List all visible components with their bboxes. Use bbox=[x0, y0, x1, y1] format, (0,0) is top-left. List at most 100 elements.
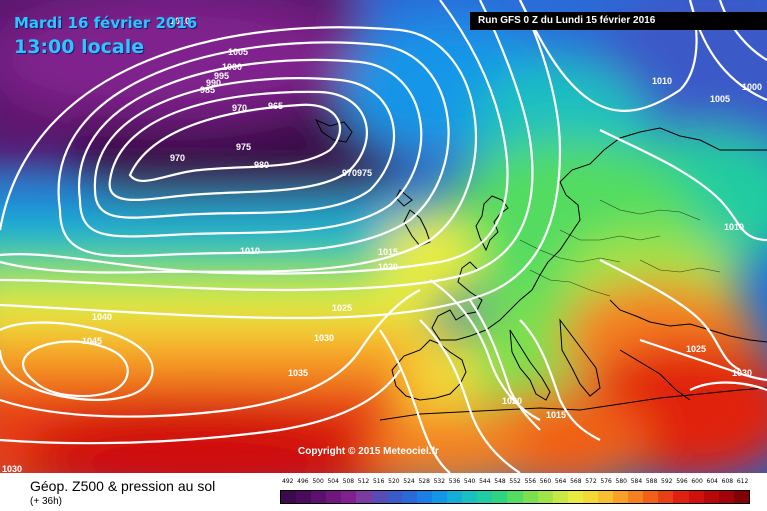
color-scale-cell bbox=[537, 491, 553, 503]
color-scale-label: 504 bbox=[327, 478, 339, 485]
legend-title: Géop. Z500 & pression au sol bbox=[30, 478, 216, 494]
color-scale-label: 536 bbox=[448, 478, 461, 485]
color-scale-cell bbox=[326, 491, 342, 503]
isobar-label: 1015 bbox=[546, 410, 566, 420]
color-scale-label: 516 bbox=[372, 478, 385, 485]
color-scale-cell bbox=[703, 491, 719, 503]
isobar-label: 1025 bbox=[332, 303, 352, 313]
geopotential-field: 1010 1005 1000 995 990 985 970 965 975 9… bbox=[0, 0, 767, 473]
color-scale-label: 508 bbox=[342, 478, 355, 485]
isobar-label: 1020 bbox=[378, 262, 398, 272]
isobar-label: 1020 bbox=[502, 396, 522, 406]
color-scale-cell bbox=[386, 491, 402, 503]
color-scale-label: 568 bbox=[570, 478, 582, 485]
color-scale-label: 512 bbox=[357, 478, 370, 485]
isobar-label: 970975 bbox=[342, 168, 372, 178]
color-scale-cell bbox=[296, 491, 312, 503]
forecast-time: 13:00 locale bbox=[14, 36, 145, 58]
isobar-label: 980 bbox=[254, 160, 269, 170]
color-scale-cell bbox=[477, 491, 493, 503]
isobar-label: 1000 bbox=[222, 62, 242, 72]
model-run-label: Run GFS 0 Z du Lundi 15 février 2016 bbox=[470, 12, 767, 30]
color-scale-cell bbox=[401, 491, 417, 503]
isobar-label: 1005 bbox=[228, 47, 248, 57]
color-scale-cell bbox=[281, 491, 297, 503]
isobar-label: 1015 bbox=[378, 247, 398, 257]
isobar-label: 1010 bbox=[724, 222, 744, 232]
color-scale-label: 496 bbox=[297, 478, 309, 485]
isobar-labels: 1010 1005 1000 995 990 985 970 965 975 9… bbox=[2, 16, 762, 473]
forecast-date: Mardi 16 février 2016 bbox=[14, 14, 198, 32]
color-scale-cell bbox=[522, 491, 538, 503]
color-scale-label: 528 bbox=[418, 478, 430, 485]
isobar-label: 965 bbox=[268, 101, 283, 111]
color-scale-cell bbox=[688, 491, 704, 503]
color-scale-cell bbox=[431, 491, 448, 503]
color-scale-cell bbox=[416, 491, 432, 503]
color-scale-label: 540 bbox=[463, 478, 476, 485]
isobar-label: 1010 bbox=[652, 76, 672, 86]
isobar-label: 1035 bbox=[288, 368, 308, 378]
isobar-label: 985 bbox=[200, 85, 215, 95]
color-scale-label: 576 bbox=[600, 478, 612, 485]
color-scale-cell bbox=[507, 491, 523, 503]
color-scale-label: 572 bbox=[585, 478, 597, 485]
isobar-label: 970 bbox=[170, 153, 185, 163]
isobar-label: 1010 bbox=[170, 16, 190, 26]
color-scale-labels: 492 496 500 504 508 512 516 520 524 528 532 536 540 5… bbox=[280, 478, 750, 488]
color-scale-label: 612 bbox=[736, 478, 749, 485]
color-scale-cell bbox=[643, 491, 659, 503]
color-scale-cell bbox=[673, 491, 689, 503]
color-scale-bar bbox=[280, 490, 750, 504]
color-scale-cell bbox=[311, 491, 327, 503]
isobar-label: 1030 bbox=[314, 333, 334, 343]
isobar-label: 1010 bbox=[240, 246, 260, 256]
color-scale-cell bbox=[447, 491, 463, 503]
weather-map: 1010 1005 1000 995 990 985 970 965 975 9… bbox=[0, 0, 767, 473]
color-scale-label: 548 bbox=[494, 478, 506, 485]
color-scale-cell bbox=[733, 491, 749, 503]
isobar-label: 1030 bbox=[732, 368, 752, 378]
color-scale-label: 492 bbox=[282, 478, 294, 485]
color-scale-cell bbox=[718, 491, 734, 503]
color-scale-cell bbox=[567, 491, 583, 503]
color-scale-label: 544 bbox=[479, 478, 491, 485]
color-scale-label: 560 bbox=[539, 478, 552, 485]
legend-subtitle: (+ 36h) bbox=[30, 496, 62, 507]
color-scale-cell bbox=[597, 491, 614, 503]
color-scale-label: 520 bbox=[388, 478, 400, 485]
color-scale-label: 532 bbox=[433, 478, 446, 485]
isobar-label: 1025 bbox=[686, 344, 706, 354]
color-scale-label: 524 bbox=[403, 478, 415, 485]
color-scale-label: 552 bbox=[509, 478, 521, 485]
color-scale-label: 592 bbox=[661, 478, 673, 485]
isobar-label: 1005 bbox=[710, 94, 730, 104]
color-scale-cell bbox=[582, 491, 598, 503]
color-scale-label: 500 bbox=[312, 478, 324, 485]
color-scale-label: 608 bbox=[721, 478, 734, 485]
color-scale-cell bbox=[628, 491, 644, 503]
color-scale: 492 496 500 504 508 512 516 520 524 528 532 536 540 5… bbox=[280, 478, 750, 506]
copyright: Copyright © 2015 Meteociel.fr bbox=[298, 446, 439, 457]
color-scale-label: 564 bbox=[554, 478, 567, 485]
isobar-label: 1030 bbox=[2, 464, 22, 473]
isobar-label: 995 bbox=[214, 71, 229, 81]
color-scale-label: 584 bbox=[630, 478, 643, 485]
color-scale-cell bbox=[492, 491, 508, 503]
color-scale-label: 588 bbox=[645, 478, 658, 485]
isobar-label: 1045 bbox=[82, 336, 102, 346]
isobar-label: 975 bbox=[236, 142, 251, 152]
color-scale-cell bbox=[462, 491, 478, 503]
color-scale-cell bbox=[371, 491, 387, 503]
color-scale-cell bbox=[552, 491, 568, 503]
isobar-label: 990 bbox=[206, 78, 221, 88]
color-scale-label: 600 bbox=[691, 478, 703, 485]
color-scale-label: 556 bbox=[524, 478, 537, 485]
color-scale-label: 604 bbox=[706, 478, 718, 485]
color-scale-cell bbox=[341, 491, 357, 503]
isobars bbox=[0, 0, 767, 473]
isobar-label: 1040 bbox=[92, 312, 112, 322]
color-scale-cell bbox=[658, 491, 674, 503]
isobar-label: 1000 bbox=[742, 82, 762, 92]
color-scale-cell bbox=[356, 491, 372, 503]
